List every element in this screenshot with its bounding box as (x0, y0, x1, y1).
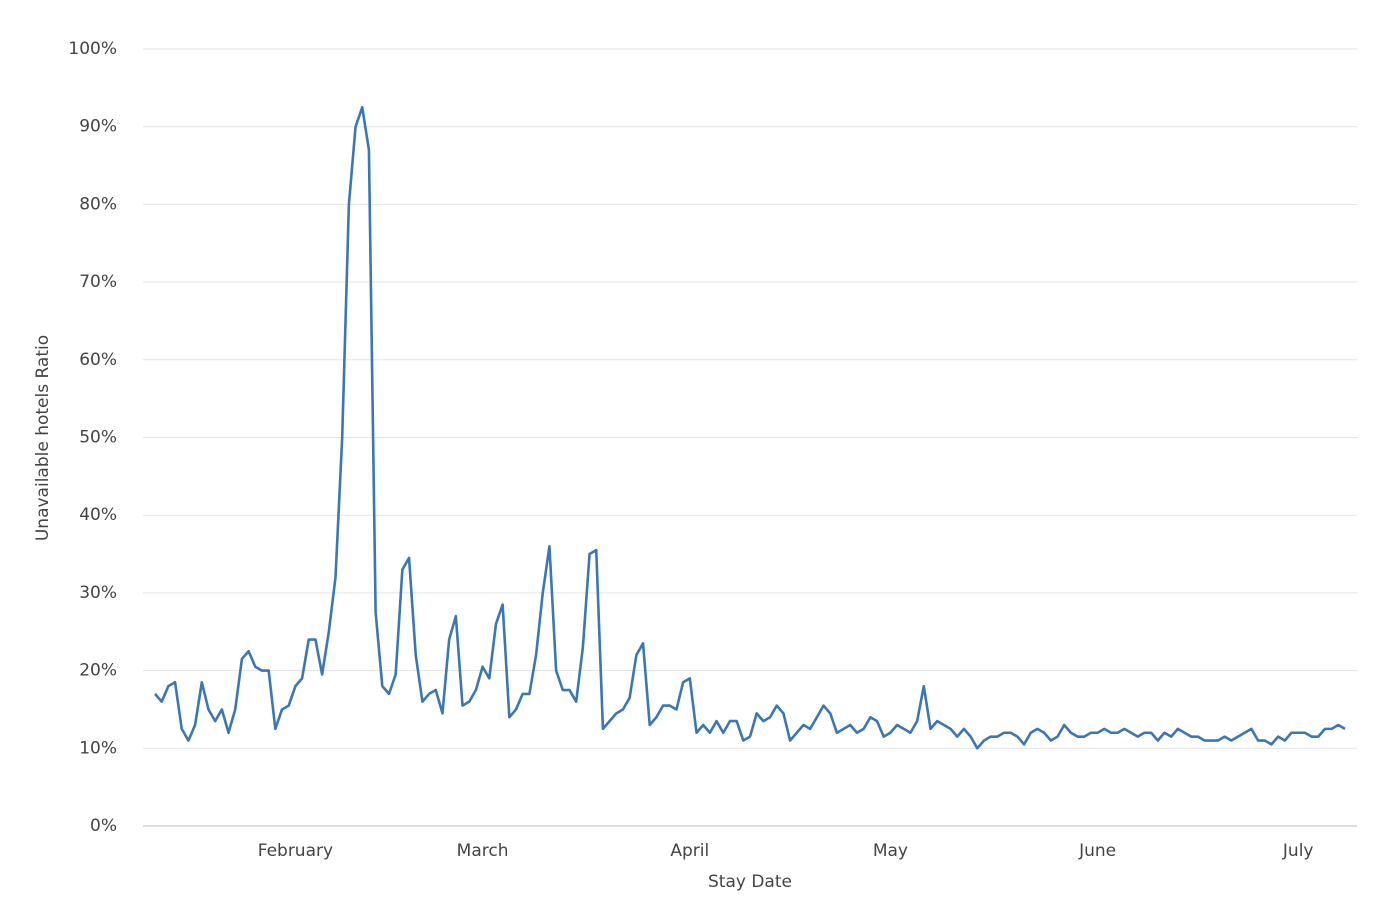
y-tick-label: 90% (79, 117, 117, 137)
y-tick-label: 50% (79, 428, 117, 448)
y-tick-label: 30% (79, 583, 117, 603)
y-tick-label: 70% (79, 272, 117, 292)
x-tick-label: July (1282, 841, 1314, 861)
line-series (154, 105, 1346, 750)
x-tick-label: June (1078, 841, 1116, 861)
x-tick-label: February (258, 841, 333, 861)
y-axis-label: Unavailable hotels Ratio (33, 335, 53, 541)
y-tick-label: 100% (68, 39, 117, 59)
y-tick-label: 0% (90, 816, 117, 836)
y-tick-label: 10% (79, 738, 117, 758)
y-tick-label: 60% (79, 350, 117, 370)
x-tick-label: May (873, 841, 908, 861)
y-tick-label: 80% (79, 194, 117, 214)
x-tick-label: April (670, 841, 709, 861)
x-axis-label: Stay Date (708, 872, 792, 892)
y-tick-label: 20% (79, 661, 117, 681)
x-tick-label: March (457, 841, 509, 861)
y-tick-label: 40% (79, 505, 117, 525)
